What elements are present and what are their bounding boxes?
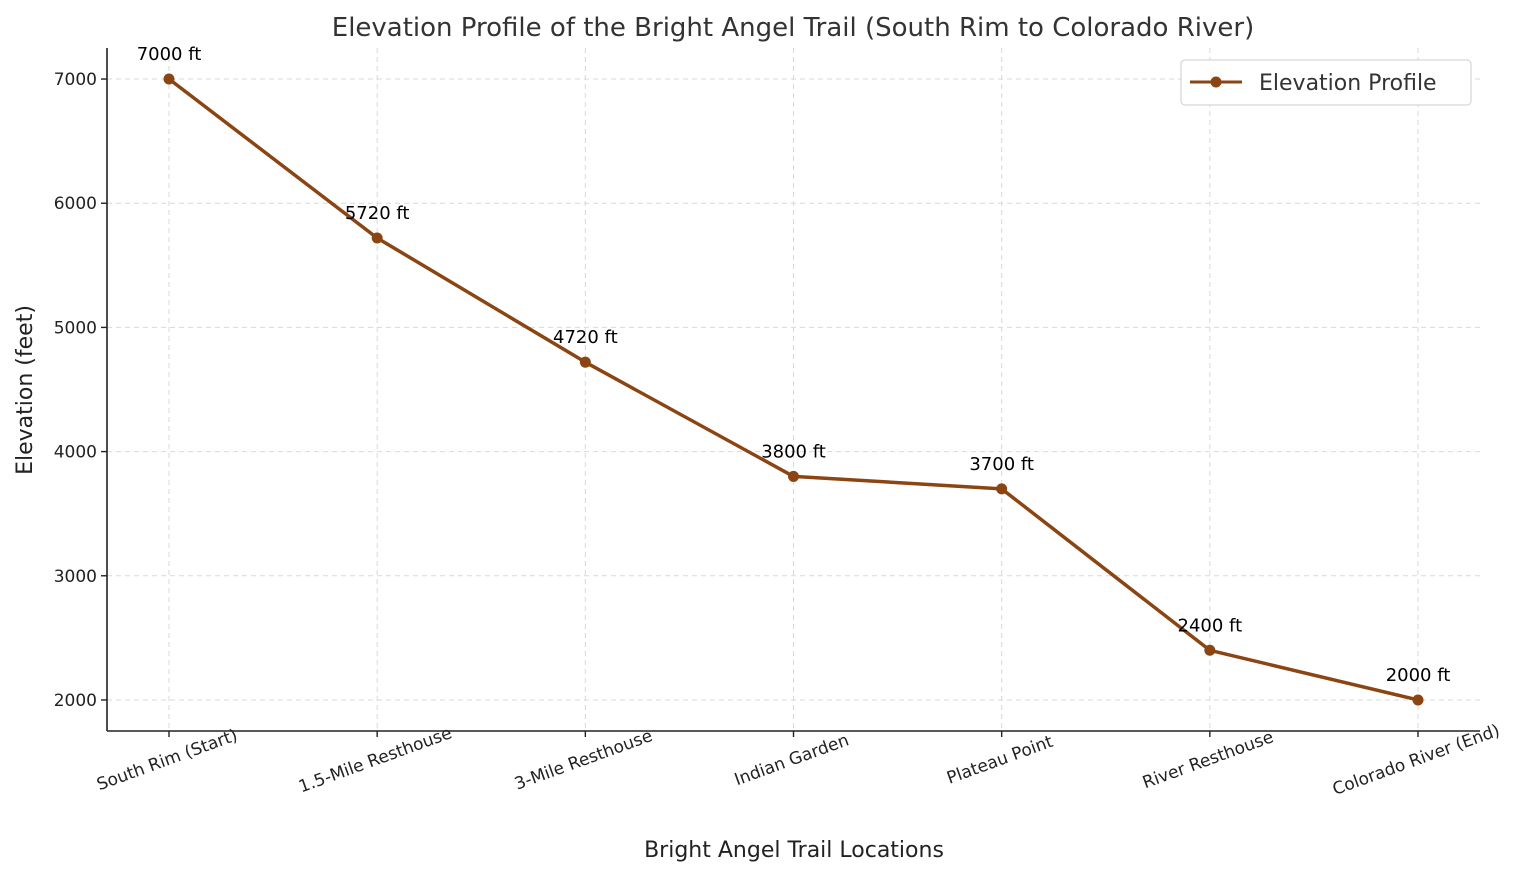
data-label: 7000 ft xyxy=(137,44,202,65)
x-tick-label: River Resthouse xyxy=(1140,727,1276,793)
chart-title: Elevation Profile of the Bright Angel Tr… xyxy=(332,13,1254,43)
y-tick-label: 5000 xyxy=(54,318,97,338)
data-point xyxy=(579,356,591,368)
legend: Elevation Profile xyxy=(1180,59,1472,106)
x-tick-label: 3-Mile Resthouse xyxy=(512,726,655,794)
data-point xyxy=(788,470,799,482)
legend-label: Elevation Profile xyxy=(1259,71,1437,96)
y-tick-label: 3000 xyxy=(54,567,97,587)
y-tick-label: 4000 xyxy=(54,443,97,463)
series xyxy=(163,73,1424,706)
data-label: 5720 ft xyxy=(345,203,410,224)
data-label: 3800 ft xyxy=(761,441,826,462)
data-label: 4720 ft xyxy=(553,327,618,348)
x-tick-label: Indian Garden xyxy=(732,730,852,790)
data-point xyxy=(1204,644,1216,656)
y-tick-label: 6000 xyxy=(54,194,97,214)
y-tick-label: 2000 xyxy=(54,691,97,711)
data-point xyxy=(163,73,175,85)
data-point xyxy=(371,232,383,244)
x-axis-label: Bright Angel Trail Locations xyxy=(644,838,944,863)
data-label: 2400 ft xyxy=(1178,615,1243,636)
data-label: 3700 ft xyxy=(969,454,1034,475)
x-tick-label: South Rim (Start) xyxy=(94,726,240,795)
legend-marker xyxy=(1210,76,1222,88)
legend-box xyxy=(1180,59,1472,106)
y-tick-label: 7000 xyxy=(54,70,97,90)
y-axis-label: Elevation (feet) xyxy=(13,305,38,475)
data-label: 2000 ft xyxy=(1386,665,1451,686)
data-point xyxy=(1412,694,1424,706)
x-tick-label: Plateau Point xyxy=(944,732,1056,789)
y-axis-ticks: 2000 3000 4000 5000 6000 7000 xyxy=(54,70,107,711)
data-point xyxy=(996,483,1008,495)
grid xyxy=(107,48,1480,731)
x-tick-label: 1.5-Mile Resthouse xyxy=(296,723,455,797)
x-tick-label: Colorado River (End) xyxy=(1330,721,1503,800)
data-labels: 7000 ft 5720 ft 4720 ft 3800 ft 3700 ft 2400 … xyxy=(137,44,1451,686)
x-axis-ticks: South Rim (Start) 1.5-Mile Resthouse 3-Mil… xyxy=(94,721,1502,800)
